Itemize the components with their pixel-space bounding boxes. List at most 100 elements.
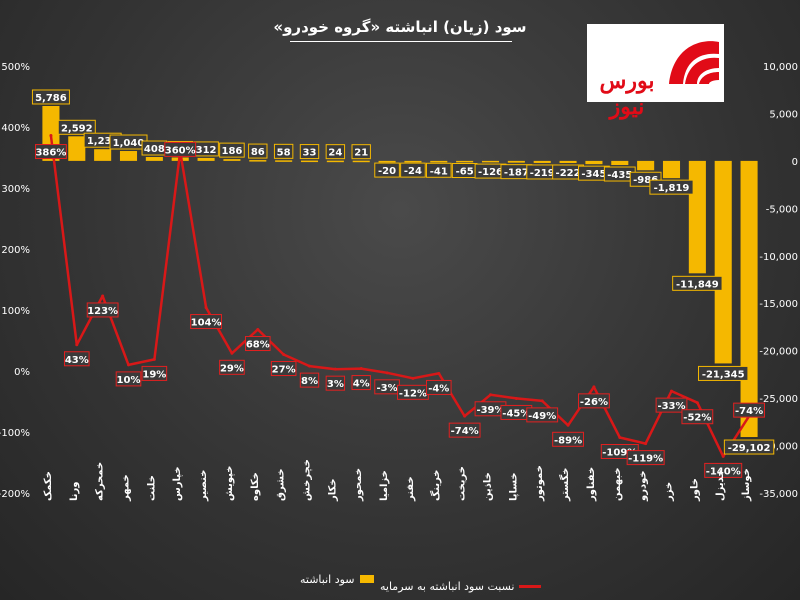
line-point: [127, 363, 130, 367]
bar: [611, 160, 629, 166]
y-left-tick-label: -100%: [0, 428, 30, 439]
line-data-label: -49%: [528, 411, 556, 422]
line-data-label-box: [63, 351, 90, 367]
bar-data-label-group: -20: [374, 162, 400, 178]
line-point: [282, 353, 286, 357]
line-point: [359, 367, 363, 371]
line-point: [695, 401, 699, 405]
y-left-tick-label: 200%: [1, 245, 30, 256]
line-point: [256, 328, 260, 332]
x-tick-label: خوساز: [741, 468, 752, 502]
bar-data-label: 312: [196, 145, 217, 156]
line-data-label: -26%: [580, 397, 608, 408]
x-tick-label: خاور: [689, 478, 700, 502]
bar: [430, 160, 448, 163]
y-left-tick-label: -200%: [0, 489, 30, 500]
line-point: [385, 371, 389, 375]
y-right-tick-label: -30,000: [759, 442, 798, 453]
bar-data-label-box: [400, 162, 426, 178]
line-data-label-group: -74%: [448, 422, 481, 438]
line-data-label-box: [655, 397, 688, 413]
line-point: [721, 454, 725, 458]
line-data-label: -109%: [602, 447, 637, 458]
line-data-label: 68%: [246, 340, 270, 351]
line-data-label-box: [733, 402, 765, 418]
line-data-label: -140%: [706, 466, 741, 477]
y-right-tick-label: 10,000: [763, 62, 798, 73]
bourse-news-logo: بورس نیوز: [587, 24, 724, 120]
line-data-label-group: 29%: [219, 359, 245, 375]
bar-data-label: -20: [378, 166, 396, 177]
line-point: [204, 306, 208, 310]
bar-data-label-box: [299, 144, 320, 160]
line-data-label-group: 104%: [190, 314, 222, 330]
line-data-label: 104%: [191, 318, 222, 329]
line-data-label-box: [190, 314, 222, 330]
line-data-label: 8%: [301, 376, 318, 387]
line-data-label-box: [578, 393, 610, 409]
bar: [585, 160, 603, 165]
bar-data-label-box: [31, 89, 70, 105]
bar-data-label: -65: [456, 167, 474, 178]
line-point: [152, 357, 156, 361]
line-data-label-group: 360%: [164, 141, 197, 157]
y-left-tick-label: 300%: [1, 184, 30, 195]
x-tick-label: خکار: [327, 478, 338, 502]
bar-data-label: 2,592: [61, 123, 93, 134]
x-tick-label: خگستر: [558, 467, 571, 502]
line-point: [308, 364, 311, 368]
x-tick-label: خودرو: [638, 470, 649, 502]
axes-layer: 500% 400% 300% 200% 100% 0% -100% -200% 10,000 5,…: [0, 62, 798, 500]
bar-data-label: -222: [556, 168, 581, 179]
line-data-label-box: [244, 336, 271, 352]
bar-data-label-group: 33: [299, 144, 320, 160]
bar-data-label: -435: [607, 170, 632, 181]
bar: [300, 160, 319, 163]
bar: [275, 160, 293, 162]
line-data-label-box: [115, 371, 142, 387]
bar: [688, 160, 706, 274]
bar-data-label: 24: [328, 148, 342, 159]
legend-bar-label: سود انباشته: [300, 572, 355, 586]
bar-data-label: 5,786: [35, 93, 67, 104]
line-data-label: 360%: [165, 145, 196, 156]
legend-item-bar: سود انباشته: [300, 571, 374, 587]
bar-data-label-group: 58: [273, 143, 294, 159]
line-data-label-group: 386%: [35, 144, 67, 160]
line-data-label-box: [448, 422, 481, 438]
bar-data-label-box: [248, 143, 268, 159]
line-data-label-group: -140%: [704, 462, 743, 478]
bar-data-label: -41: [430, 166, 448, 177]
line-data-label: 10%: [117, 375, 141, 386]
bar-data-label: -24: [404, 166, 422, 177]
line-data-label-group: -33%: [655, 397, 688, 413]
line-point: [566, 423, 570, 427]
x-tick-label: خکمک: [43, 471, 54, 501]
y-right-tick-label: 0: [792, 157, 798, 168]
bar-data-label: 21: [354, 148, 368, 159]
bar-data-label-group: -11,849: [672, 275, 723, 291]
line-data-label: 123%: [87, 306, 118, 317]
bar-data-label: -29,102: [728, 443, 771, 454]
line-point: [592, 385, 596, 389]
logo-text: بورس نیوز: [599, 68, 655, 120]
x-tick-label: خشرق: [276, 468, 287, 501]
bar-data-label: 408: [144, 144, 165, 155]
bar: [119, 151, 138, 161]
line-data-label-group: -52%: [681, 409, 714, 425]
bar-data-label: -219: [530, 168, 555, 179]
bar-data-label-box: [374, 162, 400, 178]
bar-data-label-group: -21,345: [698, 365, 749, 381]
bar-data-label-group: -345: [578, 165, 610, 181]
line-data-label-box: [704, 462, 743, 478]
bar-data-label: 86: [251, 147, 265, 158]
y-right-tick-label: -35,000: [759, 489, 798, 500]
y-right-tick-label: -20,000: [759, 347, 798, 358]
line-data-label-box: [86, 302, 119, 318]
bar-data-label-group: 24: [325, 144, 346, 160]
y-left-tick-label: 400%: [1, 123, 30, 134]
bar-data-label-group: 1,040: [109, 134, 148, 150]
line-data-label-group: -4%: [425, 379, 452, 395]
line-data-label-group: 123%: [86, 302, 119, 318]
bar: [352, 160, 370, 163]
